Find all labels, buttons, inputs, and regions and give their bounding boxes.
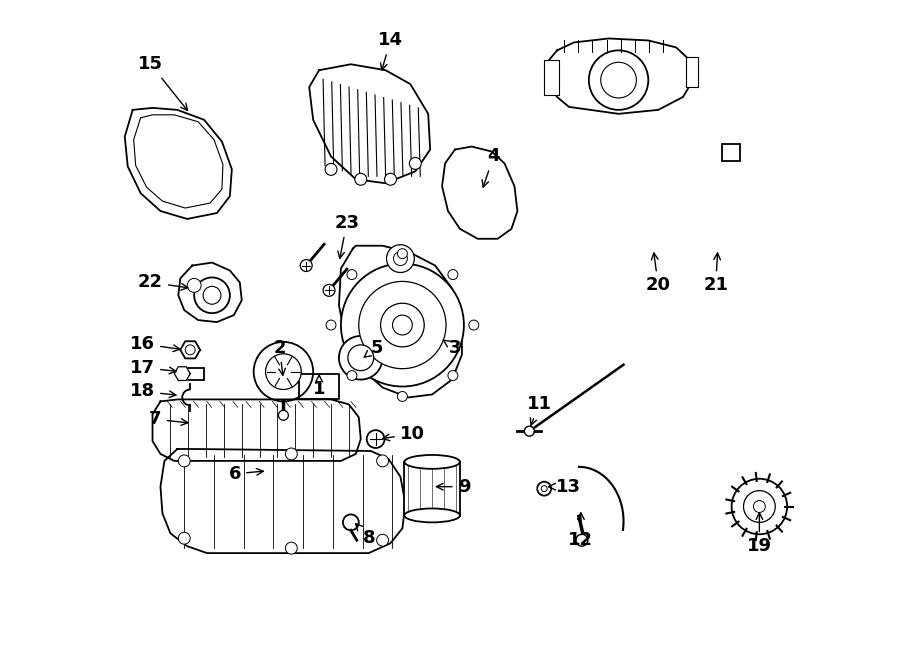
Text: 10: 10	[382, 425, 425, 443]
Circle shape	[341, 264, 464, 387]
Circle shape	[366, 430, 384, 448]
Circle shape	[381, 303, 424, 347]
Circle shape	[386, 245, 414, 272]
Circle shape	[339, 336, 382, 379]
Polygon shape	[175, 367, 190, 381]
Text: 5: 5	[364, 339, 382, 357]
Polygon shape	[300, 373, 339, 399]
Polygon shape	[180, 341, 200, 358]
Circle shape	[448, 371, 458, 381]
Text: 22: 22	[138, 274, 188, 292]
Circle shape	[359, 282, 446, 369]
Circle shape	[266, 354, 302, 389]
Circle shape	[600, 62, 636, 98]
Text: 21: 21	[703, 253, 728, 294]
Circle shape	[732, 479, 788, 534]
Text: 6: 6	[229, 465, 263, 483]
Bar	[544, 60, 559, 95]
Circle shape	[203, 286, 220, 304]
Polygon shape	[339, 246, 462, 397]
Circle shape	[348, 345, 374, 371]
Circle shape	[325, 163, 337, 175]
Circle shape	[469, 320, 479, 330]
Ellipse shape	[404, 455, 460, 469]
Bar	[404, 462, 460, 516]
Text: 4: 4	[482, 147, 500, 187]
Text: 16: 16	[130, 335, 180, 353]
Text: 2: 2	[274, 339, 285, 375]
Circle shape	[178, 532, 190, 544]
Circle shape	[301, 260, 312, 272]
Text: 11: 11	[526, 395, 552, 425]
Text: 12: 12	[569, 513, 593, 549]
Circle shape	[743, 490, 775, 522]
Polygon shape	[547, 38, 693, 114]
Circle shape	[576, 534, 588, 546]
Bar	[686, 58, 698, 87]
Polygon shape	[125, 108, 232, 219]
Text: 1: 1	[313, 375, 326, 399]
Circle shape	[178, 455, 190, 467]
Text: 13: 13	[549, 478, 580, 496]
Circle shape	[753, 500, 765, 512]
Bar	[722, 143, 740, 161]
Text: 14: 14	[378, 32, 403, 70]
Circle shape	[285, 448, 297, 460]
Circle shape	[347, 270, 357, 280]
Text: 23: 23	[335, 214, 359, 258]
Circle shape	[541, 486, 547, 492]
Circle shape	[347, 371, 357, 381]
Circle shape	[185, 345, 195, 355]
Text: 8: 8	[356, 524, 375, 547]
Circle shape	[278, 410, 288, 420]
Circle shape	[355, 173, 366, 185]
Circle shape	[393, 252, 408, 266]
Circle shape	[254, 342, 313, 401]
Circle shape	[589, 50, 648, 110]
Circle shape	[194, 278, 230, 313]
Circle shape	[525, 426, 535, 436]
Circle shape	[448, 270, 458, 280]
Text: 17: 17	[130, 359, 176, 377]
Circle shape	[537, 482, 551, 496]
Circle shape	[285, 542, 297, 554]
Text: 15: 15	[138, 56, 187, 110]
Circle shape	[187, 278, 201, 292]
Circle shape	[398, 391, 408, 401]
Circle shape	[384, 173, 397, 185]
Circle shape	[326, 320, 336, 330]
Circle shape	[343, 514, 359, 530]
Circle shape	[376, 534, 389, 546]
Polygon shape	[160, 449, 405, 553]
Polygon shape	[442, 147, 518, 239]
Circle shape	[410, 157, 421, 169]
Polygon shape	[178, 262, 242, 322]
Text: 20: 20	[645, 253, 670, 294]
Ellipse shape	[404, 508, 460, 522]
Circle shape	[376, 455, 389, 467]
Circle shape	[323, 284, 335, 296]
Text: 18: 18	[130, 383, 176, 401]
Bar	[183, 368, 204, 379]
Text: 3: 3	[444, 339, 461, 357]
Circle shape	[392, 315, 412, 335]
Polygon shape	[152, 399, 361, 461]
Text: 7: 7	[149, 410, 188, 428]
Polygon shape	[310, 64, 430, 183]
Text: 9: 9	[436, 478, 470, 496]
Circle shape	[398, 249, 408, 258]
Text: 19: 19	[747, 513, 772, 555]
